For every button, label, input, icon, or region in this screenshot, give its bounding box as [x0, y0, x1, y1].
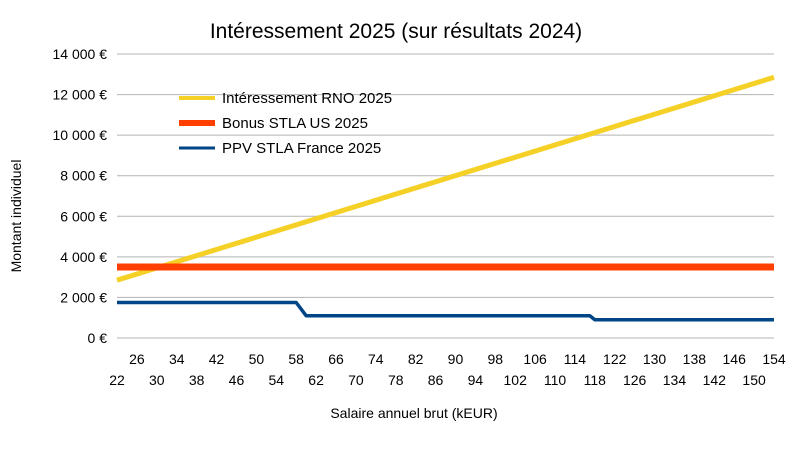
- series-line-3: [117, 300, 774, 322]
- x-tick-label: 46: [229, 372, 245, 388]
- x-tick-label: 62: [308, 372, 324, 388]
- x-tick-label: 70: [348, 372, 364, 388]
- legend-label: Bonus STLA US 2025: [222, 115, 368, 132]
- x-tick-label: 154: [762, 351, 786, 367]
- x-axis-label: Salaire annuel brut (kEUR): [330, 405, 497, 421]
- x-tick-label: 38: [189, 372, 205, 388]
- x-tick-label: 42: [209, 351, 225, 367]
- x-tick-label: 122: [603, 351, 627, 367]
- x-tick-label: 50: [249, 351, 265, 367]
- gridlines: [117, 53, 774, 339]
- x-tick-label: 82: [408, 351, 424, 367]
- x-tick-label: 146: [723, 351, 747, 367]
- x-tick-label: 126: [623, 372, 647, 388]
- y-tick-label: 8 000 €: [60, 168, 107, 184]
- x-tick-label: 110: [544, 372, 567, 388]
- x-tick-label: 74: [368, 351, 384, 367]
- y-axis-ticks: 0 € 2 000 € 4 000 € 6 000 € 8 000 € 10 000 € 1…: [53, 46, 108, 346]
- x-tick-label: 90: [448, 351, 464, 367]
- series-line-1: [116, 74, 775, 283]
- y-tick-label: 6 000 €: [60, 208, 107, 224]
- x-tick-label: 94: [468, 372, 484, 388]
- x-tick-label: 106: [523, 351, 547, 367]
- x-tick-label: 134: [663, 372, 687, 388]
- y-tick-label: 2 000 €: [60, 289, 107, 305]
- x-tick-label: 30: [149, 372, 165, 388]
- x-axis-ticks: 26 34 42 50 58 66 74 82 90 98 106 114 122 130 138 146 15…: [109, 351, 786, 388]
- x-tick-label: 54: [268, 372, 284, 388]
- y-tick-label: 0 €: [88, 330, 108, 346]
- series-lines: [116, 74, 775, 322]
- legend: Intéressement RNO 2025 Bonus STLA US 2025…: [179, 90, 392, 157]
- x-tick-label: 34: [169, 351, 185, 367]
- x-tick-label: 138: [683, 351, 707, 367]
- x-tick-label: 26: [129, 351, 145, 367]
- x-tick-label: 58: [288, 351, 304, 367]
- legend-label: Intéressement RNO 2025: [222, 90, 392, 107]
- x-tick-label: 86: [428, 372, 444, 388]
- x-tick-label: 22: [109, 372, 125, 388]
- x-tick-label: 102: [504, 372, 528, 388]
- x-tick-label: 130: [643, 351, 667, 367]
- y-tick-label: 4 000 €: [60, 249, 107, 265]
- x-tick-label: 150: [742, 372, 766, 388]
- y-axis-label: Montant individuel: [8, 160, 24, 273]
- y-tick-label: 10 000 €: [53, 127, 108, 143]
- y-tick-label: 14 000 €: [53, 46, 108, 62]
- y-tick-label: 12 000 €: [53, 87, 108, 103]
- x-tick-label: 98: [487, 351, 503, 367]
- x-tick-label: 142: [703, 372, 727, 388]
- x-tick-label: 66: [328, 351, 344, 367]
- legend-label: PPV STLA France 2025: [222, 140, 381, 157]
- x-tick-label: 118: [584, 372, 607, 388]
- chart-title: Intéressement 2025 (sur résultats 2024): [210, 20, 582, 43]
- x-tick-label: 114: [564, 351, 587, 367]
- x-tick-label: 78: [388, 372, 404, 388]
